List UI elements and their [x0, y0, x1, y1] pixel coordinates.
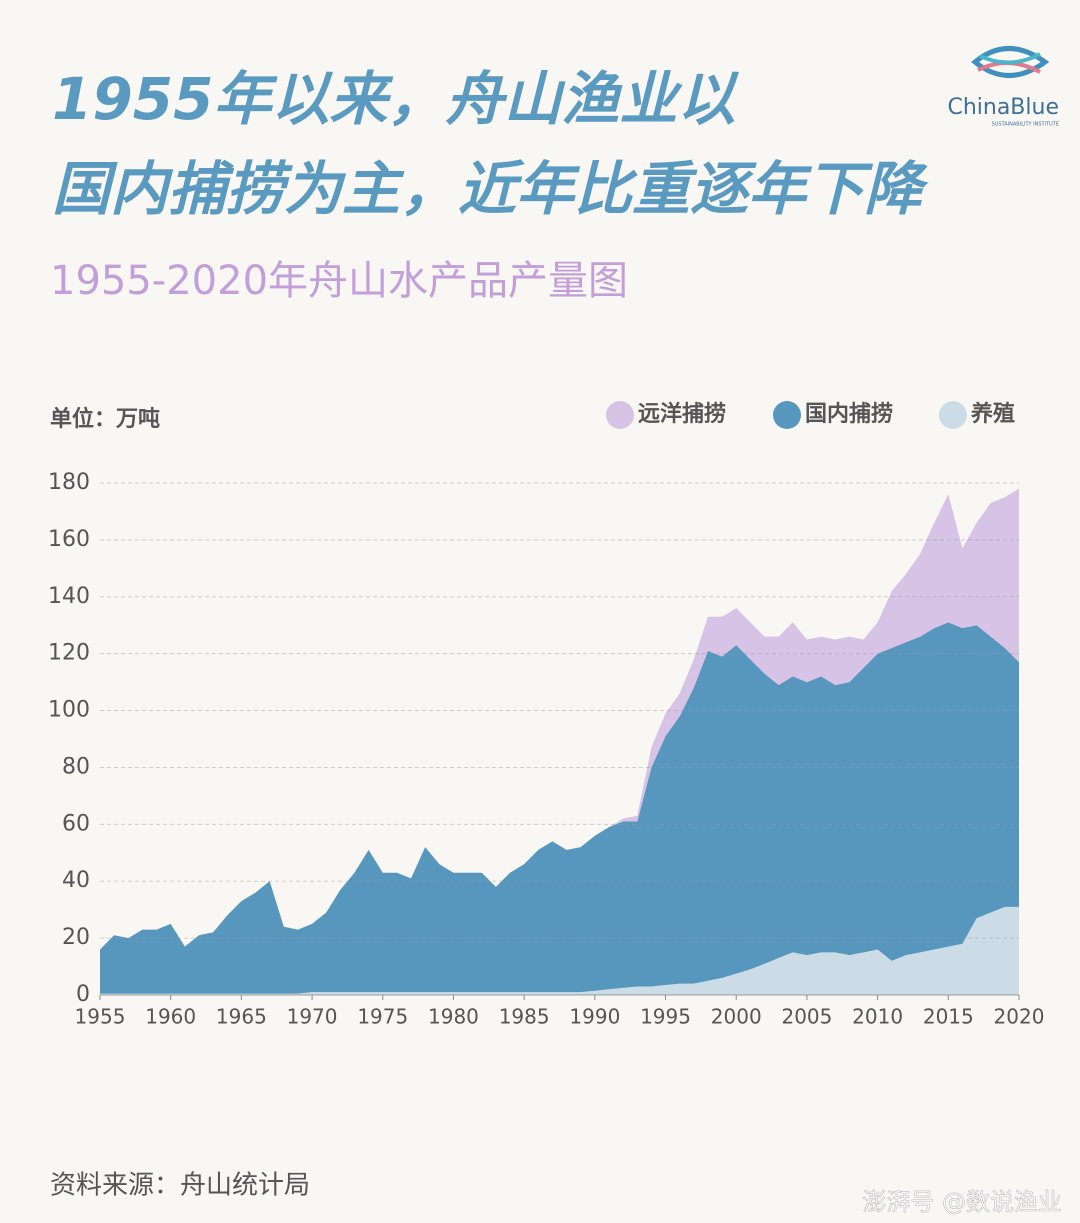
x-tick-label: 2000: [711, 1005, 762, 1029]
y-tick-label: 20: [62, 925, 90, 950]
x-tick-label: 1975: [357, 1005, 408, 1029]
x-tick-label: 2020: [994, 1005, 1045, 1029]
x-tick-label: 1995: [640, 1005, 691, 1029]
y-tick-label: 40: [62, 868, 90, 893]
area: [100, 622, 1019, 994]
y-tick-label: 100: [48, 698, 90, 723]
chart-title: 国内捕捞为主，近年比重逐年下降: [52, 155, 929, 223]
x-tick-label: 2005: [781, 1005, 832, 1029]
y-tick-label: 180: [48, 470, 90, 495]
x-tick-label: 2015: [923, 1005, 974, 1029]
legend-label: 远洋捕捞: [638, 401, 726, 427]
x-tick-label: 2010: [852, 1005, 903, 1029]
legend-swatch: [939, 401, 967, 429]
source: 资料来源：舟山统计局: [50, 1171, 310, 1201]
x-tick-label: 1965: [216, 1005, 267, 1029]
y-tick-label: 140: [48, 584, 90, 609]
logo-name: ChinaBlue: [947, 95, 1059, 120]
chart-title: 1955年以来，舟山渔业以: [52, 65, 739, 133]
x-tick-label: 1990: [569, 1005, 620, 1029]
area: [100, 906, 1019, 995]
logo-icon: [971, 46, 1050, 78]
y-axis-title: 单位：万吨: [50, 406, 160, 432]
y-tick-label: 0: [76, 982, 90, 1007]
y-tick-label: 120: [48, 641, 90, 666]
x-tick-label: 1980: [428, 1005, 479, 1029]
x-tick-label: 1960: [145, 1005, 196, 1029]
logo-tagline: SUSTAINABILITY INSTITUTE: [992, 122, 1059, 128]
chart-subtitle: 1955-2020年舟山水产品产量图: [50, 258, 628, 304]
y-tick-label: 80: [62, 754, 90, 779]
legend-label: 国内捕捞: [805, 402, 893, 427]
y-tick-label: 160: [48, 527, 90, 552]
legend-label: 养殖: [970, 401, 1015, 427]
x-tick-label: 1970: [287, 1005, 338, 1029]
legend-swatch: [606, 401, 634, 429]
x-tick-label: 1985: [499, 1005, 550, 1029]
watermark: 澎湃号 @数说渔业: [862, 1188, 1062, 1216]
x-tick-label: 1955: [75, 1005, 126, 1029]
legend-swatch: [773, 401, 801, 429]
y-tick-label: 60: [62, 811, 90, 836]
